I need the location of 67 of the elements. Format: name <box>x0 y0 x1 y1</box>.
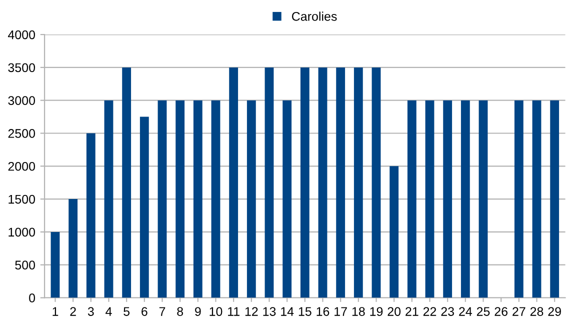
x-tick-label: 4 <box>106 307 112 316</box>
bar <box>176 100 185 298</box>
bar <box>425 100 434 298</box>
x-tick-label: 3 <box>88 307 94 316</box>
bar <box>372 67 381 298</box>
bar <box>68 199 78 298</box>
x-tick-label: 22 <box>423 307 436 316</box>
bar <box>282 100 292 298</box>
bar <box>211 100 220 298</box>
bar <box>229 67 238 298</box>
x-tick-label: 12 <box>245 307 258 316</box>
y-tick-label: 500 <box>15 260 36 270</box>
x-tick-label: 14 <box>281 307 294 316</box>
y-tick-label: 3500 <box>8 63 36 72</box>
x-tick-label: 24 <box>459 307 472 316</box>
x-tick-label: 6 <box>142 307 148 316</box>
y-tick-label: 2000 <box>8 162 36 171</box>
bar <box>300 67 310 298</box>
x-tick-label: 19 <box>370 307 383 316</box>
legend-label: Carolies <box>292 12 337 21</box>
x-tick-label: 21 <box>406 307 418 316</box>
x-tick-label: 1 <box>52 307 58 316</box>
x-tick-label: 15 <box>298 307 312 316</box>
bar <box>246 100 256 298</box>
bar <box>104 100 114 298</box>
x-tick-label: 5 <box>124 307 130 316</box>
bar <box>140 116 149 298</box>
x-tick-label: 17 <box>334 307 347 316</box>
bar <box>86 133 96 298</box>
bar <box>390 166 399 298</box>
x-tick-label: 11 <box>228 307 240 316</box>
bar <box>50 232 60 298</box>
bar <box>407 100 416 298</box>
bar <box>264 67 274 298</box>
bar <box>336 67 346 298</box>
bar <box>122 67 132 298</box>
x-tick-label: 16 <box>316 307 330 316</box>
bar <box>478 100 488 298</box>
bar <box>354 67 363 298</box>
bar <box>460 100 470 298</box>
x-tick-label: 25 <box>476 307 490 316</box>
y-tick-label: 0 <box>29 294 36 302</box>
x-tick-label: 18 <box>352 307 365 316</box>
bar <box>193 100 202 298</box>
x-tick-label: 28 <box>530 307 544 316</box>
bar <box>550 100 560 298</box>
y-tick-label: 4000 <box>8 30 36 40</box>
x-tick-label: 2 <box>70 307 76 316</box>
y-tick-label: 2500 <box>8 129 36 138</box>
y-tick-label: 3000 <box>8 96 36 105</box>
bar <box>514 100 524 298</box>
y-tick-label: 1000 <box>8 228 36 237</box>
x-tick-label: 9 <box>195 307 201 316</box>
x-tick-label: 29 <box>548 307 561 316</box>
bar <box>318 67 328 298</box>
x-tick-label: 26 <box>494 307 508 316</box>
x-tick-label: 23 <box>441 307 454 316</box>
bar <box>158 100 167 298</box>
x-tick-label: 10 <box>210 307 222 316</box>
x-tick-label: 20 <box>388 307 401 316</box>
bar <box>443 100 452 298</box>
bar <box>532 100 542 298</box>
x-tick-label: 8 <box>177 307 184 316</box>
x-tick-label: 27 <box>512 307 526 316</box>
x-tick-label: 13 <box>263 307 276 316</box>
x-tick-label: 7 <box>159 307 166 316</box>
y-tick-label: 1500 <box>8 194 36 204</box>
